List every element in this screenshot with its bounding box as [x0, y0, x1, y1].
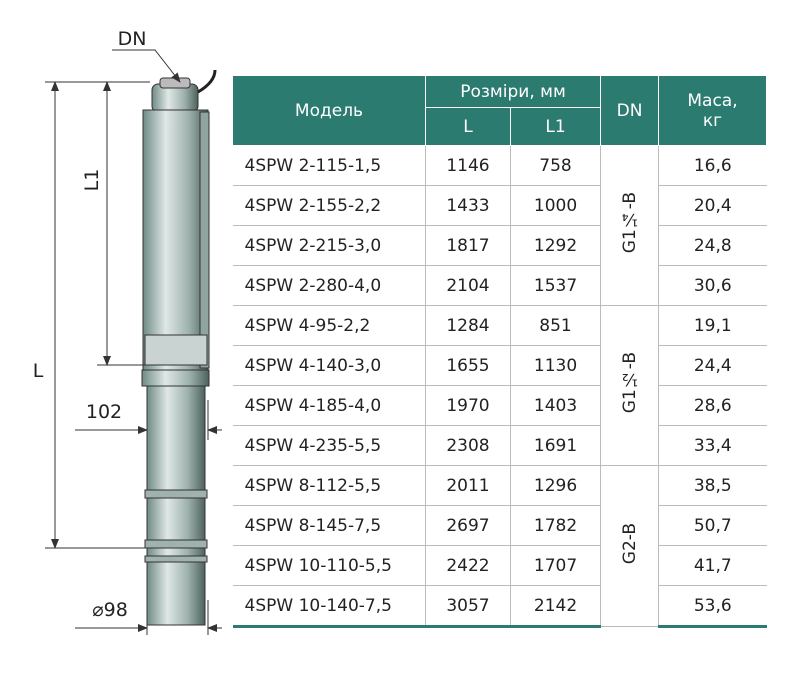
model-cell: 4SPW 4-185-4,0	[232, 385, 426, 426]
model-cell: 4SPW 8-112-5,5	[232, 465, 426, 506]
dimension-cell: 1655	[425, 345, 511, 386]
header-cell: Розміри, мм	[424, 75, 602, 108]
dimension-cell: 1537	[509, 265, 601, 306]
dimension-cell: 1707	[509, 545, 601, 586]
dimension-cell: 2142	[509, 585, 601, 628]
table-row: 4SPW 8-145-7,5 2697 1782 50,7	[232, 505, 767, 546]
spec-table: Модель Розміри, мм DN Маса, кг L L1 4SPW…	[232, 75, 768, 628]
dimension-cell: 1292	[509, 225, 601, 266]
model-cell: 4SPW 2-215-3,0	[232, 225, 426, 266]
dimension-cell: 1146	[425, 145, 511, 186]
dimension-cell: 1296	[509, 465, 601, 506]
mass-cell: 50,7	[658, 505, 767, 546]
dn-label: G1¼-B	[619, 192, 640, 254]
dimension-cell: 3057	[425, 585, 511, 628]
dimension-cell: 1691	[509, 425, 601, 466]
mass-cell: 28,6	[658, 385, 767, 426]
table-row: 4SPW 10-140-7,5 3057 2142 53,6	[232, 585, 767, 628]
table-row: 4SPW 2-215-3,0 1817 1292 24,8	[232, 225, 767, 266]
model-cell: 4SPW 10-110-5,5	[232, 545, 426, 586]
mass-cell: 19,1	[658, 305, 767, 346]
dimension-cell: 1130	[509, 345, 601, 386]
mass-cell: 24,8	[658, 225, 767, 266]
dn-label: G2-B	[619, 522, 640, 565]
mass-cell: 33,4	[658, 425, 767, 466]
width-label: 102	[86, 401, 122, 423]
header-cell: DN	[600, 75, 660, 146]
table-row: 4SPW 4-140-3,0 1655 1130 24,4	[232, 345, 767, 386]
header-cell: Модель	[232, 75, 426, 146]
l1-label: L1	[81, 169, 103, 192]
dimension-cell: 2011	[425, 465, 511, 506]
dn-label: DN	[118, 28, 147, 50]
table-row: 4SPW 2-115-1,5 1146 758 G1¼-B 16,6	[232, 145, 767, 306]
table-row: 4SPW 2-155-2,2 1433 1000 20,4	[232, 185, 767, 226]
table-row: 4SPW 2-280-4,0 2104 1537 30,6	[232, 265, 767, 306]
dn-label: G1½-B	[619, 352, 640, 414]
mass-cell: 20,4	[658, 185, 767, 226]
model-cell: 4SPW 2-280-4,0	[232, 265, 426, 306]
table-row: 4SPW 10-110-5,5 2422 1707 41,7	[232, 545, 767, 586]
dimension-cell: 1817	[425, 225, 511, 266]
dimension-cell: 2104	[425, 265, 511, 306]
mass-cell: 16,6	[658, 145, 767, 186]
dimension-cell: 758	[509, 145, 601, 186]
table-body: 4SPW 2-115-1,5 1146 758 G1¼-B 16,6 4SPW 2-155…	[232, 145, 767, 628]
dimension-cell: 1403	[509, 385, 601, 426]
model-cell: 4SPW 10-140-7,5	[232, 585, 426, 628]
dimension-lines	[45, 49, 222, 635]
model-cell: 4SPW 8-145-7,5	[232, 505, 426, 546]
model-cell: 4SPW 4-235-5,5	[232, 425, 426, 466]
table-row: 4SPW 4-185-4,0 1970 1403 28,6	[232, 385, 767, 426]
mass-cell: 24,4	[658, 345, 767, 386]
dimension-cell: 1284	[425, 305, 511, 346]
mass-cell: 30,6	[658, 265, 767, 306]
dn-cell: G1½-B	[600, 305, 659, 466]
model-cell: 4SPW 4-140-3,0	[232, 345, 426, 386]
mass-cell: 53,6	[658, 585, 767, 628]
dimension-cell: 2697	[425, 505, 511, 546]
table-row: 4SPW 4-95-2,2 1284 851 G1½-B 19,1	[232, 305, 767, 466]
mass-cell: 38,5	[658, 465, 767, 506]
dimension-cell: 1000	[509, 185, 601, 226]
l-label: L	[33, 360, 44, 382]
model-cell: 4SPW 2-155-2,2	[232, 185, 426, 226]
table-row: 4SPW 4-235-5,5 2308 1691 33,4	[232, 425, 767, 466]
dimension-cell: 2422	[425, 545, 511, 586]
mass-cell: 41,7	[658, 545, 767, 586]
dn-cell: G2-B	[600, 465, 659, 627]
dimension-cell: 1782	[509, 505, 601, 546]
header-cell: Маса, кг	[658, 75, 768, 146]
model-cell: 4SPW 2-115-1,5	[232, 145, 426, 186]
header-cell: L1	[509, 107, 602, 146]
dimension-cell: 2308	[425, 425, 511, 466]
dimension-cell: 851	[509, 305, 601, 346]
diameter-label: ⌀98	[92, 599, 128, 621]
dimension-cell: 1433	[425, 185, 511, 226]
dimension-cell: 1970	[425, 385, 511, 426]
pump-body	[141, 69, 217, 626]
model-cell: 4SPW 4-95-2,2	[232, 305, 426, 346]
header-cell: L	[425, 107, 511, 146]
dn-cell: G1¼-B	[600, 145, 659, 306]
table-row: 4SPW 8-112-5,5 2011 1296 G2-B 38,5	[232, 465, 767, 627]
